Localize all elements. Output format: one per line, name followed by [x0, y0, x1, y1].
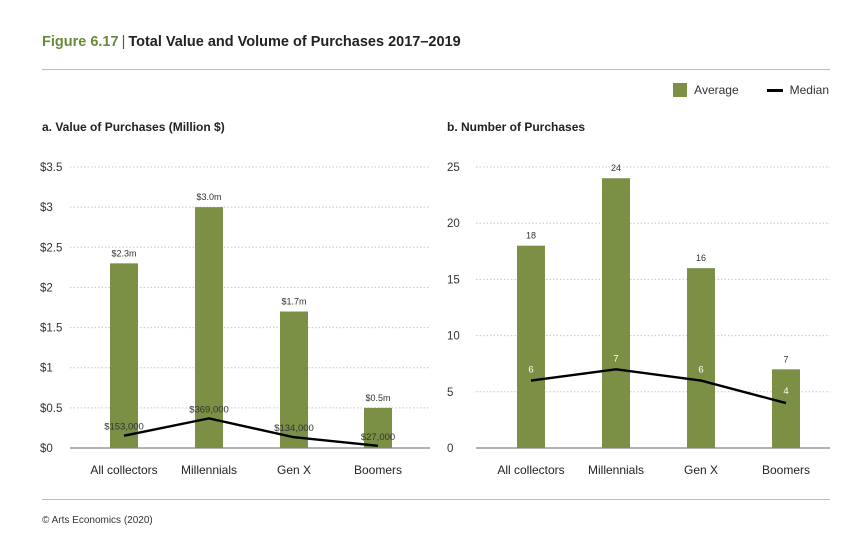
- legend-median-swatch: [766, 88, 783, 92]
- legend-median-label: Median: [789, 83, 829, 97]
- y-tick-label: $2.5: [40, 242, 62, 254]
- bar-value-label: $3.0m: [196, 192, 221, 202]
- y-tick-label: $1.5: [40, 323, 62, 335]
- panel-a-title: a. Value of Purchases (Million $): [42, 120, 225, 134]
- median-value-label: 6: [698, 365, 703, 376]
- median-value-label: $27,000: [361, 432, 395, 443]
- panel-a-chart: $0 $0.5 $1 $1.5 $2 $2.5 $3 $3.5 $2.3m $3.0m $1.7m $…: [40, 162, 430, 477]
- y-tick-label: 25: [447, 162, 460, 174]
- median-line: [530, 368, 787, 405]
- y-tick-label: $3: [40, 202, 53, 214]
- x-category-label: All collectors: [90, 463, 157, 477]
- panel-b-chart: 0 5 10 15 20 25 18 24 16 7 6 7 6 4 All collectors Mille…: [447, 162, 830, 477]
- bar-average: [517, 245, 545, 448]
- y-tick-label: 5: [447, 387, 453, 399]
- figure-separator: |: [121, 34, 126, 50]
- bar-average: [195, 207, 223, 448]
- bar-average: [772, 369, 800, 448]
- legend-average-swatch: [673, 83, 688, 97]
- bar-value-label: 24: [611, 163, 621, 173]
- figure-name: Total Value and Volume of Purchases 2017…: [128, 34, 461, 50]
- source-footer: © Arts Economics (2020): [42, 515, 153, 526]
- x-category-label: Gen X: [277, 463, 311, 477]
- y-tick-label: 20: [447, 218, 460, 230]
- median-value-label: 6: [528, 365, 533, 376]
- bar-value-label: $1.7m: [281, 297, 306, 307]
- bar-value-label: 7: [783, 354, 788, 364]
- bottom-rule: [42, 499, 830, 500]
- bar-value-label: $0.5m: [365, 393, 390, 403]
- bar-average: [280, 311, 308, 448]
- bar-average: [602, 178, 630, 449]
- bar-average: [110, 263, 138, 448]
- median-value-label: 7: [613, 353, 618, 364]
- y-tick-label: $3.5: [40, 162, 62, 174]
- bar-value-label: $2.3m: [111, 248, 136, 258]
- bar-value-label: 16: [696, 253, 706, 263]
- y-tick-label: 15: [447, 274, 460, 286]
- figure-title: Figure 6.17 | Total Value and Volume of Pu…: [42, 34, 461, 50]
- x-category-label: Millennials: [588, 463, 644, 477]
- legend: Average Median: [673, 83, 829, 97]
- panel-b-title: b. Number of Purchases: [447, 120, 586, 134]
- median-value-label: $134,000: [274, 423, 314, 434]
- top-rule: [42, 69, 830, 70]
- median-value-label: $369,000: [189, 404, 229, 415]
- bar-average: [687, 268, 715, 448]
- median-value-label: 4: [783, 386, 788, 397]
- y-tick-label: $2: [40, 282, 53, 294]
- x-category-label: All collectors: [497, 463, 564, 477]
- y-tick-label: $1: [40, 363, 53, 375]
- x-category-label: Gen X: [684, 463, 718, 477]
- figure-number: Figure 6.17: [42, 34, 119, 50]
- x-category-label: Boomers: [354, 463, 402, 477]
- legend-average-label: Average: [694, 83, 739, 97]
- y-tick-label: $0.5: [40, 403, 62, 415]
- y-tick-label: 0: [447, 443, 453, 455]
- bar-average: [364, 407, 392, 448]
- x-category-label: Millennials: [181, 463, 237, 477]
- y-tick-label: $0: [40, 443, 53, 455]
- median-value-label: $153,000: [104, 422, 144, 433]
- x-category-label: Boomers: [762, 463, 810, 477]
- median-line: [123, 417, 379, 448]
- y-tick-label: 10: [447, 331, 460, 343]
- bar-value-label: 18: [526, 231, 536, 241]
